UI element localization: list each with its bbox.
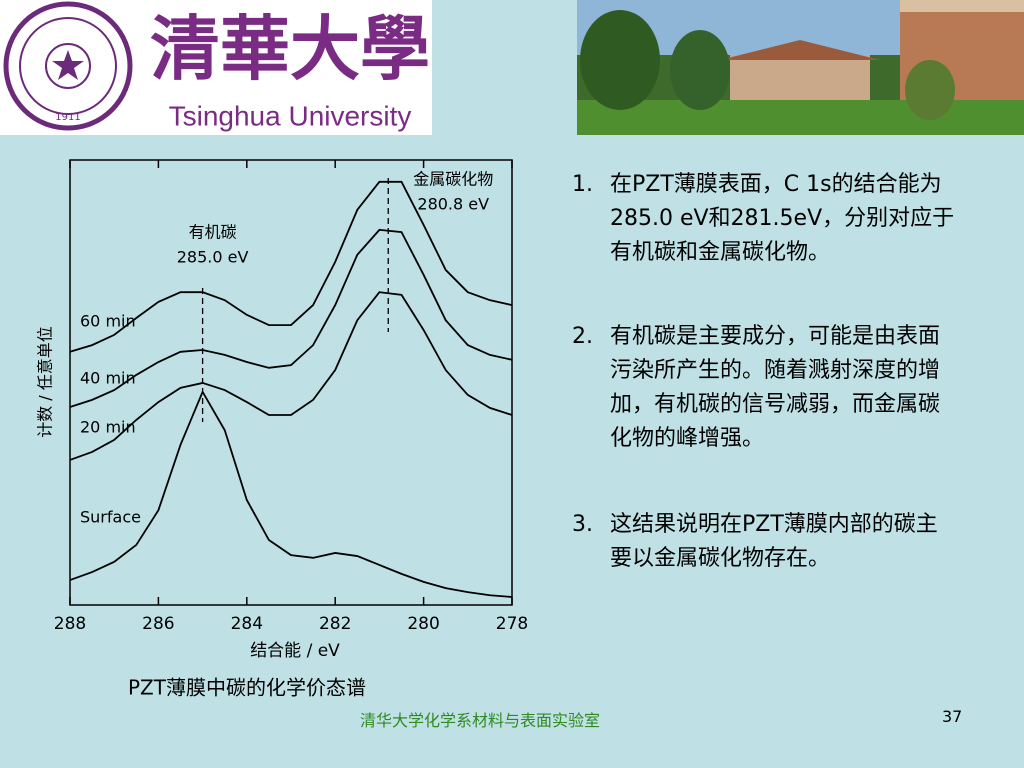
note: 1. 在PZT薄膜表面，C 1s的结合能为285.0 eV和281.5eV，分别对… [572,168,992,270]
y-axis-label: 计数 / 任意单位 [36,326,55,438]
spectrum-line [69,291,513,461]
spectrum-line [69,228,513,408]
page-number: 37 [942,707,963,726]
note-text: 这结果说明在PZT薄膜内部的碳主要以金属碳化物存在。 [610,512,938,571]
footer-lab: 清华大学化学系材料与表面实验室 [360,711,601,730]
logo-english: Tsinghua University [169,100,412,131]
x-tick-label: 288 [54,614,86,634]
series-label: 20 min [80,417,136,436]
series-label: Surface [80,508,141,527]
note: 2. 有机碳是主要成分，可能是由表面污染所产生的。随着溅射深度的增加，有机碳的信号… [572,320,992,456]
x-tick-label: 284 [231,614,263,634]
note-number: 1. [572,172,593,197]
peak-name: 有机碳 [189,223,237,242]
series-label: 60 min [80,311,136,330]
x-tick-label: 280 [407,614,439,634]
note-number: 2. [572,324,593,349]
x-tick-label: 282 [319,614,351,634]
peak-name: 金属碳化物 [413,170,493,189]
spectrum-line [69,389,513,598]
seal-year: 1911 [55,112,80,123]
plot-frame [69,159,513,606]
seal: 1911 [3,1,133,131]
note: 3. 这结果说明在PZT薄膜内部的碳主要以金属碳化物存在。 [572,508,992,576]
note-text: 在PZT薄膜表面，C 1s的结合能为285.0 eV和281.5eV，分别对应于… [610,172,955,265]
x-tick-label: 286 [142,614,174,634]
spectrum-line [69,180,513,353]
note-number: 3. [572,512,593,537]
campus-photo [577,0,1024,135]
logo-chinese: 清華大學 [150,7,430,90]
x-tick-label: 278 [496,614,528,634]
note-text: 有机碳是主要成分，可能是由表面污染所产生的。随着溅射深度的增加，有机碳的信号减弱… [610,324,941,451]
peak-value: 285.0 eV [177,248,249,267]
series-label: 40 min [80,368,136,387]
chart-caption: PZT薄膜中碳的化学价态谱 [128,676,366,700]
x-axis-label: 结合能 / eV [250,641,340,661]
peak-value: 280.8 eV [417,195,489,214]
